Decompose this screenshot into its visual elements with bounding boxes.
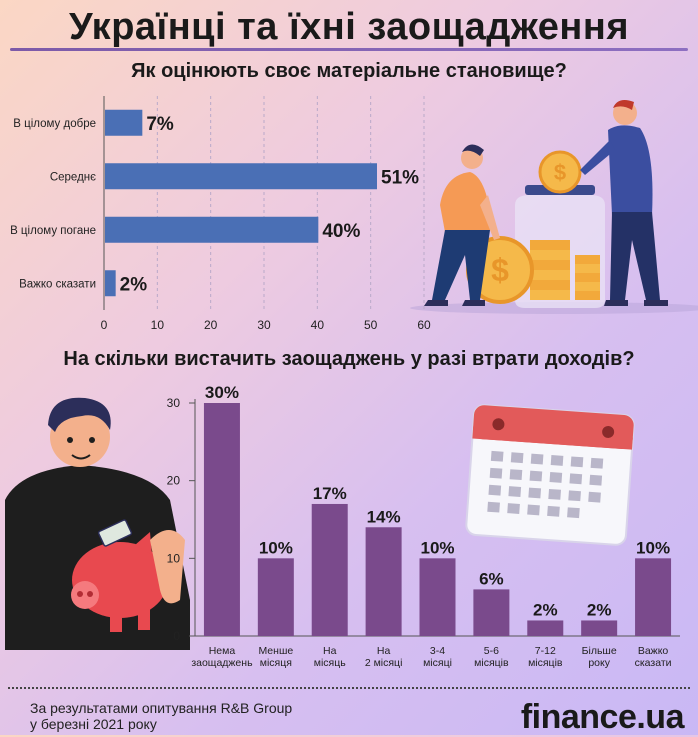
value-label: 7%: [146, 114, 174, 135]
category-label: року: [588, 657, 610, 669]
category-label: сказати: [635, 657, 672, 669]
bar: [365, 527, 402, 636]
value-label: 2%: [587, 600, 612, 619]
chart2-title: На скільки вистачить заощаджень у разі в…: [63, 348, 635, 370]
category-label: місяців: [474, 657, 509, 669]
x-tick-label: 0: [101, 318, 108, 332]
footer-divider: [8, 687, 690, 689]
category-label: 2 місяці: [365, 657, 403, 669]
category-label: На: [377, 645, 391, 657]
category-label: Більше: [582, 645, 617, 657]
footer-line2: у березні 2021 року: [30, 716, 157, 732]
x-tick-label: 10: [151, 318, 165, 332]
man-with-piggy-bank-illustration: [5, 397, 190, 650]
x-tick-label: 20: [204, 318, 218, 332]
category-label: Середнє: [50, 171, 96, 183]
svg-text:$: $: [554, 160, 566, 185]
bar: [203, 403, 240, 636]
title-underline: [10, 48, 688, 51]
bar: [311, 503, 348, 636]
bar: [527, 620, 564, 636]
category-label: На: [323, 645, 337, 657]
x-tick-label: 40: [311, 318, 325, 332]
value-label: 2%: [120, 274, 148, 295]
y-tick-label: 0: [173, 629, 180, 643]
y-tick-label: 10: [167, 551, 181, 565]
bar: [105, 216, 319, 243]
page-title: Українці та їхні заощадження: [68, 6, 630, 48]
people-with-coin-jar-illustration: $ $: [410, 100, 698, 314]
bar: [635, 558, 672, 636]
category-label: місяці: [423, 657, 452, 669]
category-label: місяця: [260, 657, 292, 669]
value-label: 6%: [479, 569, 504, 588]
x-tick-label: 50: [364, 318, 378, 332]
value-label: 51%: [381, 167, 419, 188]
footer-line1: За результатами опитування R&B Group: [30, 700, 293, 716]
category-label: 5-6: [484, 645, 499, 657]
category-label: місяців: [528, 657, 563, 669]
bar: [105, 163, 377, 190]
bar: [105, 270, 116, 297]
x-tick-label: 30: [257, 318, 271, 332]
bar: [581, 620, 618, 636]
chart1-horizontal-bars: 0 10 20 30 40 50 60 В цілому добре 7% Середнє 51% В…: [10, 96, 431, 332]
category-label: 7-12: [535, 645, 556, 657]
value-label: 10%: [259, 538, 293, 557]
bar: [473, 589, 510, 636]
category-label: місяць: [314, 657, 347, 669]
footer-source: За результатами опитування R&B Group у б…: [30, 700, 292, 732]
y-tick-label: 30: [167, 396, 181, 410]
bar: [257, 558, 294, 636]
svg-text:$: $: [491, 252, 509, 288]
value-label: 10%: [420, 538, 454, 557]
category-label: Важко сказати: [19, 278, 96, 290]
category-label: Нема: [209, 645, 236, 657]
x-tick-label: 60: [417, 318, 431, 332]
category-label: 3-4: [430, 645, 445, 657]
category-label: Важко: [638, 645, 669, 657]
value-label: 17%: [313, 484, 347, 503]
bar: [105, 109, 143, 136]
category-label: В цілому добре: [13, 118, 96, 130]
y-tick-label: 20: [167, 474, 181, 488]
calendar-icon: [465, 404, 635, 546]
value-label: 10%: [636, 538, 670, 557]
value-label: 2%: [533, 600, 558, 619]
category-label: В цілому погане: [10, 225, 96, 237]
category-label: Менше: [258, 645, 293, 657]
value-label: 30%: [205, 383, 239, 402]
brand-logo: finance.ua: [520, 698, 685, 736]
category-label: заощаджень: [191, 657, 253, 669]
value-label: 40%: [322, 221, 360, 242]
bar: [419, 558, 456, 636]
chart1-title: Як оцінюють своє матеріальне становище?: [131, 60, 567, 82]
value-label: 14%: [367, 507, 401, 526]
